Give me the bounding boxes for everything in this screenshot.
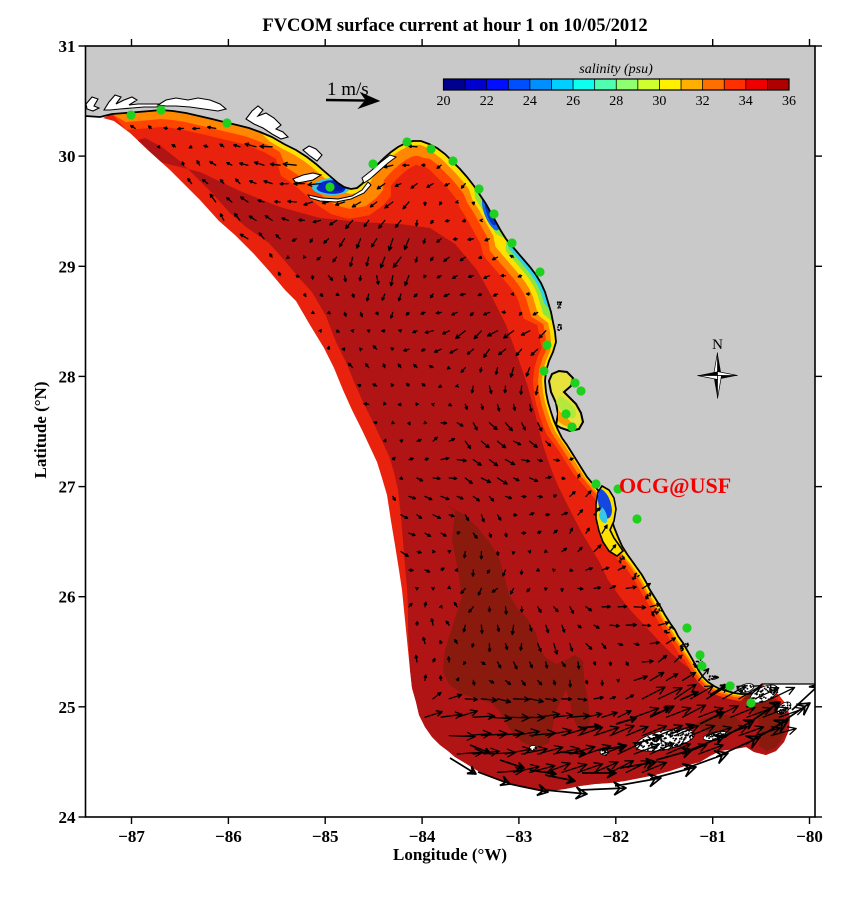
svg-text:1 m/s: 1 m/s <box>327 79 369 100</box>
svg-text:30: 30 <box>652 94 666 109</box>
svg-text:−82: −82 <box>602 827 629 846</box>
svg-text:Longitude (°W): Longitude (°W) <box>393 845 507 864</box>
svg-text:36: 36 <box>782 94 796 109</box>
svg-text:−87: −87 <box>118 827 145 846</box>
svg-text:−84: −84 <box>409 827 436 846</box>
svg-text:FVCOM surface current at hour: FVCOM surface current at hour 1 on 10/05… <box>262 16 647 36</box>
svg-text:34: 34 <box>739 94 753 109</box>
svg-text:28: 28 <box>609 94 623 109</box>
svg-text:N: N <box>712 337 723 353</box>
svg-text:20: 20 <box>437 94 451 109</box>
svg-text:−86: −86 <box>215 827 242 846</box>
svg-text:24: 24 <box>523 94 537 109</box>
svg-text:−85: −85 <box>312 827 339 846</box>
svg-text:27: 27 <box>59 478 77 497</box>
svg-text:30: 30 <box>59 147 76 166</box>
svg-text:−83: −83 <box>506 827 533 846</box>
svg-text:salinity (psu): salinity (psu) <box>579 62 653 77</box>
svg-text:28: 28 <box>59 367 76 386</box>
svg-text:−80: −80 <box>796 827 823 846</box>
svg-text:26: 26 <box>59 588 76 607</box>
svg-text:22: 22 <box>480 94 494 109</box>
svg-text:−81: −81 <box>699 827 726 846</box>
svg-text:32: 32 <box>696 94 710 109</box>
svg-text:Latitude (°N): Latitude (°N) <box>31 382 50 479</box>
svg-text:26: 26 <box>566 94 580 109</box>
svg-text:29: 29 <box>59 257 76 276</box>
svg-text:25: 25 <box>59 698 76 717</box>
svg-text:31: 31 <box>59 37 76 56</box>
svg-text:24: 24 <box>59 808 77 827</box>
svg-text:OCG@USF: OCG@USF <box>619 473 731 498</box>
